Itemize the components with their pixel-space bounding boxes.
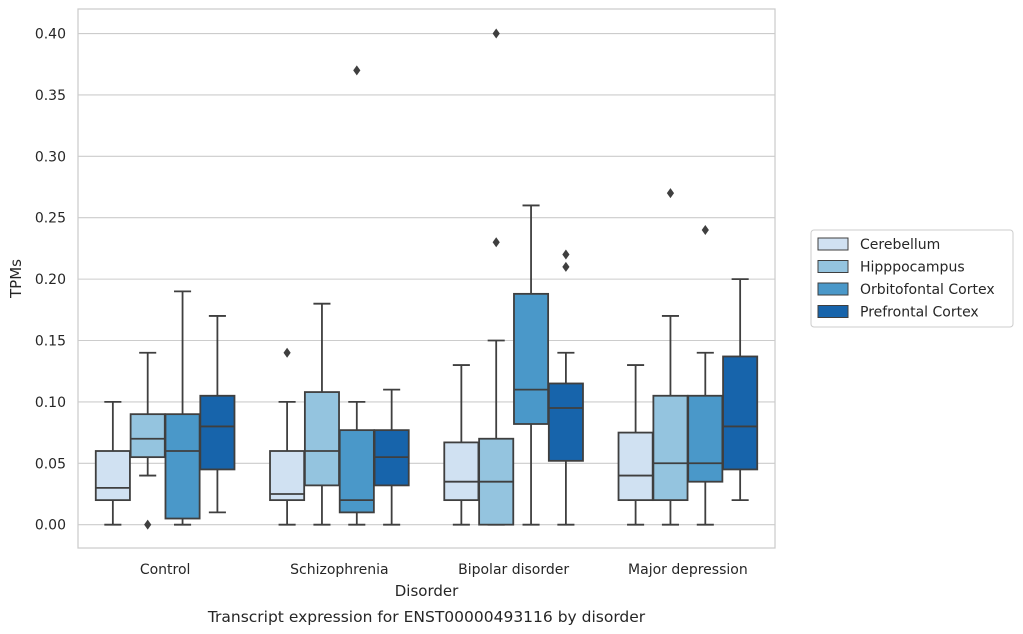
outlier-point [701,225,709,236]
plot-area-frame [77,8,776,549]
outlier-point [492,28,500,39]
y-tick-label: 0.15 [35,334,66,350]
x-tick-labels: Control Schizophrenia Bipolar disorder Majo… [140,562,748,578]
box-orbitofontal-cortex-schizophrenia [338,65,375,526]
x-tick-label: Schizophrenia [290,562,388,578]
legend-swatch [817,260,849,273]
box-orbitofontal-cortex-control [164,290,201,526]
box-body [687,394,724,483]
outlier-point [666,188,675,199]
legend-swatch [817,305,849,318]
chart-caption: Transcript expression for ENST0000049311… [207,608,646,626]
box-series [94,28,759,530]
legend-label: Cerebellum [860,237,940,253]
legend-swatch [817,282,849,296]
x-tick-label: Bipolar disorder [458,562,569,578]
box-body [338,429,375,514]
box-cerebellum-control [94,400,131,526]
legend: Cerebellum Hipppocampus Orbitofontal Corte… [810,229,1014,328]
box-prefrontal-cortex-schizophrenia [373,388,410,526]
y-tick-label: 0.25 [35,211,66,227]
outlier-point [562,261,570,272]
box-cerebellum-bipolar-disorder [443,364,480,526]
box-hipppocampus-schizophrenia [303,302,340,526]
box-body [164,413,201,520]
box-body [303,391,340,487]
box-hipppocampus-major-depression [652,188,689,526]
y-tick-label: 0.20 [35,272,66,288]
y-tick-label: 0.05 [35,456,66,472]
outlier-point [283,347,291,358]
y-tick-label: 0.35 [35,88,66,104]
y-axis-title: TPMs [7,259,25,299]
box-body [443,441,480,502]
box-body [722,355,759,471]
box-orbitofontal-cortex-major-depression [687,225,724,526]
box-body [652,394,689,502]
box-body [547,382,584,462]
box-cerebellum-schizophrenia [269,347,306,526]
box-body [94,450,131,502]
box-body [269,450,306,502]
box-prefrontal-cortex-control [199,315,236,514]
y-tick-label: 0.10 [35,395,66,411]
outlier-point [492,237,500,248]
box-hipppocampus-bipolar-disorder [478,28,515,526]
y-tick-labels: 0.00 0.05 0.10 0.15 0.20 0.25 0.30 0.35 0.40 [35,27,66,534]
x-tick-label: Control [140,562,191,578]
box-body [129,413,166,459]
box-body [513,292,550,425]
box-body [617,431,654,502]
legend-label: Prefrontal Cortex [860,305,979,321]
y-tick-label: 0.00 [35,518,66,534]
legend-label: Orbitofontal Cortex [860,282,995,298]
y-tick-label: 0.40 [35,27,66,43]
x-tick-label: Major depression [628,562,748,578]
box-hipppocampus-control [129,351,166,530]
outlier-point [353,65,361,76]
box-cerebellum-major-depression [617,364,654,526]
box-prefrontal-cortex-bipolar-disorder [547,249,584,526]
legend-label: Hipppocampus [860,260,965,276]
legend-swatch [817,237,849,251]
outlier-point [144,519,152,530]
outlier-point [562,249,570,260]
x-axis-title: Disorder [395,582,459,600]
box-prefrontal-cortex-major-depression [722,278,759,502]
box-orbitofontal-cortex-bipolar-disorder [513,204,550,526]
y-tick-label: 0.30 [35,149,66,165]
box-body [199,394,236,471]
legend-frame [810,229,1014,328]
